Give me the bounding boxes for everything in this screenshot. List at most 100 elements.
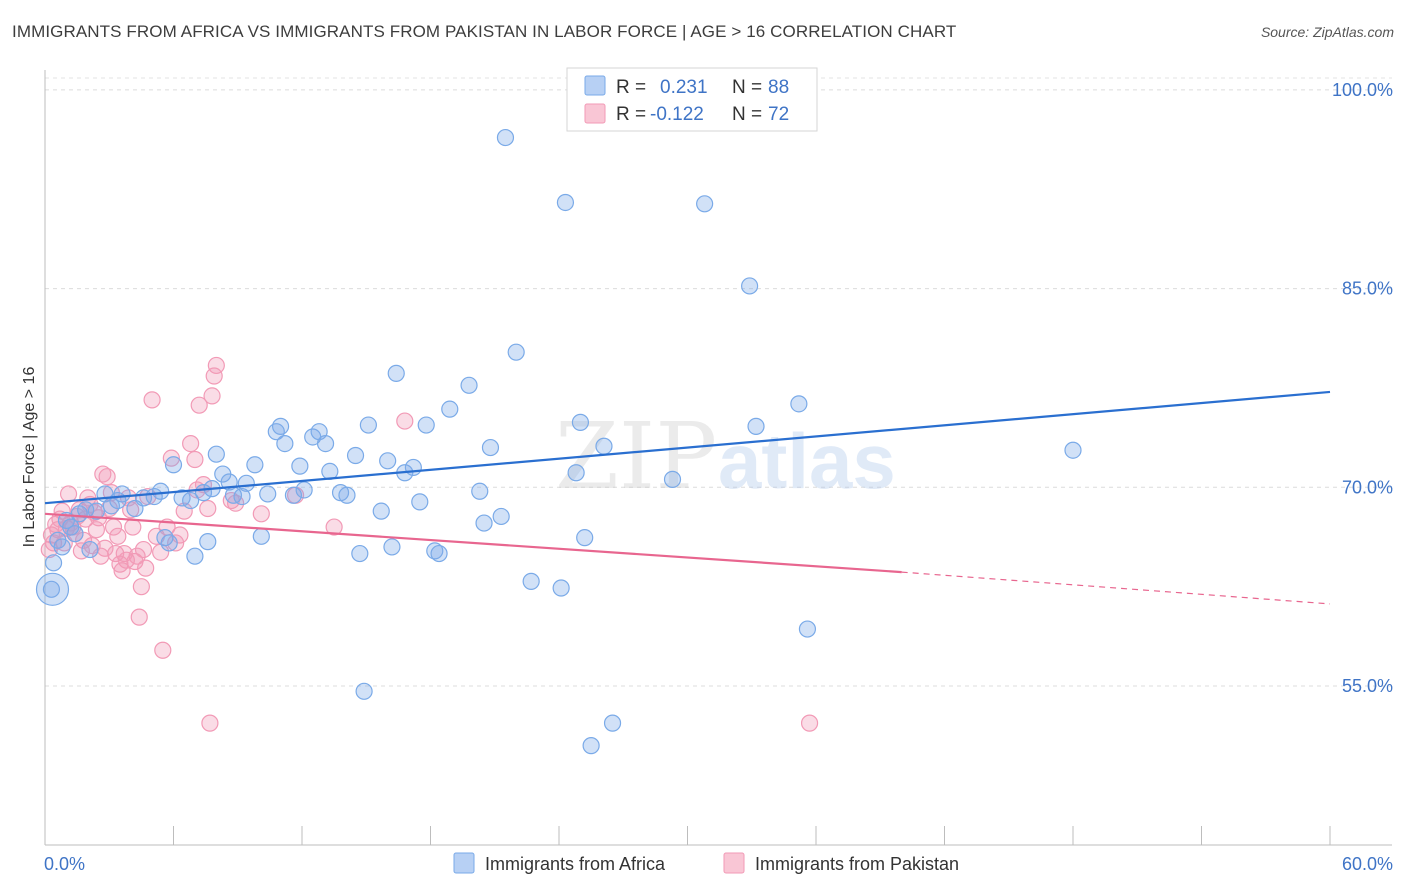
africa-point <box>387 364 405 382</box>
africa-point <box>246 456 264 474</box>
africa-point <box>316 434 335 453</box>
pakistan-point <box>74 531 93 549</box>
y-axis-title: In Labor Force | Age > 16 <box>21 367 38 548</box>
legend-swatch-africa <box>584 75 606 96</box>
africa-point <box>441 400 459 418</box>
africa-point <box>160 534 178 552</box>
africa-point <box>404 458 422 477</box>
africa-point <box>291 457 309 475</box>
africa-point <box>747 417 765 435</box>
africa-point <box>595 437 613 455</box>
africa-point <box>338 486 356 504</box>
pakistan-point <box>175 502 193 520</box>
pakistan-trend-dashed <box>901 571 1331 605</box>
grid-lines <box>45 77 1392 687</box>
africa-point <box>44 554 63 572</box>
pakistan-point <box>325 518 343 536</box>
tick-labels: 55.0% 70.0% 85.0% 100.0% 0.0% 60.0% <box>44 80 1393 874</box>
africa-point <box>35 572 70 606</box>
africa-point <box>346 446 365 465</box>
pakistan-point <box>203 387 221 405</box>
pakistan-point <box>128 547 146 565</box>
source-label: Source: ZipAtlas.com <box>1260 24 1394 40</box>
africa-point <box>571 413 590 431</box>
bottom-legend-pakistan: Immigrants from Pakistan <box>755 854 959 874</box>
africa-point <box>87 502 106 520</box>
africa-point <box>603 714 622 732</box>
africa-point <box>471 482 489 500</box>
africa-point <box>696 195 714 213</box>
africa-point <box>417 416 435 434</box>
africa-point <box>576 529 594 547</box>
africa-point <box>259 485 277 503</box>
legend-pakistan-n-label: N = <box>732 104 762 125</box>
africa-point <box>53 538 71 556</box>
africa-point <box>372 502 390 520</box>
africa-point <box>271 417 290 435</box>
pakistan-point <box>124 518 142 536</box>
legend-africa-n-value: 88 <box>768 77 789 98</box>
trend-lines <box>44 390 1331 605</box>
africa-point <box>237 474 255 492</box>
africa-point <box>379 452 397 470</box>
africa-point <box>186 547 204 565</box>
chart-title: IMMIGRANTS FROM AFRICA VS IMMIGRANTS FRO… <box>12 22 957 41</box>
africa-trend-line <box>44 390 1331 505</box>
africa-point <box>492 507 510 526</box>
africa-point <box>42 580 61 598</box>
x-tick-label: 60.0% <box>1342 854 1393 874</box>
pakistan-point <box>113 562 131 580</box>
x-tick-label: 0.0% <box>44 854 85 874</box>
pakistan-point <box>800 714 819 732</box>
watermark: ZIP atlas <box>555 403 896 510</box>
africa-point <box>152 482 170 500</box>
legend-africa-r-value: 0.231 <box>660 77 708 98</box>
africa-point <box>182 491 200 510</box>
africa-point <box>460 376 478 394</box>
legend-africa-n-label: N = <box>732 77 762 98</box>
legend-pakistan-r-value: -0.122 <box>650 104 704 125</box>
series-africa-points <box>35 128 1082 755</box>
pakistan-point <box>137 559 155 577</box>
bottom-legend-swatch-pakistan <box>723 852 745 874</box>
africa-point <box>359 416 377 434</box>
africa-point <box>663 470 682 488</box>
legend: R = 0.231 N = 88 R = -0.122 N = 72 <box>566 67 818 132</box>
axes <box>44 70 1392 846</box>
pakistan-point <box>186 450 204 469</box>
africa-point <box>522 572 540 590</box>
legend-pakistan-n-value: 72 <box>768 104 789 125</box>
africa-point <box>411 493 429 511</box>
africa-point <box>284 486 303 504</box>
africa-point <box>430 544 448 563</box>
africa-point <box>481 438 500 457</box>
africa-point <box>552 579 570 597</box>
africa-point <box>355 682 373 700</box>
legend-box <box>566 67 818 132</box>
africa-point <box>741 277 759 295</box>
africa-point <box>113 485 131 503</box>
pakistan-point <box>190 396 208 414</box>
watermark-atlas: atlas <box>718 417 896 505</box>
africa-point <box>164 456 183 474</box>
africa-point <box>233 487 251 506</box>
y-tick-label: 55.0% <box>1342 676 1393 696</box>
pakistan-point <box>143 391 161 409</box>
legend-africa-r-label: R = <box>616 77 646 98</box>
pakistan-point <box>72 542 91 560</box>
africa-point <box>567 464 585 482</box>
pakistan-trend-line <box>44 512 902 574</box>
y-tick-label: 70.0% <box>1342 477 1393 497</box>
pakistan-point <box>96 539 114 557</box>
africa-point <box>199 533 217 551</box>
africa-point <box>383 538 401 556</box>
africa-point <box>351 544 369 563</box>
legend-swatch-pakistan <box>584 103 606 124</box>
bottom-legend-africa: Immigrants from Africa <box>485 854 666 874</box>
pakistan-point <box>201 714 219 732</box>
pakistan-point <box>59 485 78 503</box>
africa-point <box>507 343 525 361</box>
africa-point <box>582 737 600 755</box>
bottom-legend-swatch-africa <box>453 852 475 874</box>
